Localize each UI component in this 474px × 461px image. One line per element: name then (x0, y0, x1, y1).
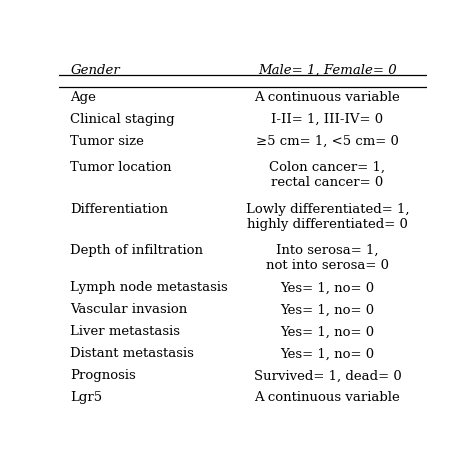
Text: Lgr5: Lgr5 (70, 391, 102, 404)
Text: Clinical staging: Clinical staging (70, 113, 175, 126)
Text: Distant metastasis: Distant metastasis (70, 348, 194, 361)
Text: Yes= 1, no= 0: Yes= 1, no= 0 (280, 325, 374, 338)
Text: Yes= 1, no= 0: Yes= 1, no= 0 (280, 348, 374, 361)
Text: Age: Age (70, 91, 96, 104)
Text: Prognosis: Prognosis (70, 369, 136, 383)
Text: Into serosa= 1,
not into serosa= 0: Into serosa= 1, not into serosa= 0 (266, 244, 389, 272)
Text: A continuous variable: A continuous variable (255, 391, 400, 404)
Text: Yes= 1, no= 0: Yes= 1, no= 0 (280, 281, 374, 295)
Text: Vascular invasion: Vascular invasion (70, 303, 188, 316)
Text: Survived= 1, dead= 0: Survived= 1, dead= 0 (254, 369, 401, 383)
Text: Liver metastasis: Liver metastasis (70, 325, 180, 338)
Text: Yes= 1, no= 0: Yes= 1, no= 0 (280, 303, 374, 316)
Text: ≥5 cm= 1, <5 cm= 0: ≥5 cm= 1, <5 cm= 0 (256, 135, 399, 148)
Text: I-II= 1, III-IV= 0: I-II= 1, III-IV= 0 (271, 113, 383, 126)
Text: Differentiation: Differentiation (70, 203, 168, 216)
Text: Lymph node metastasis: Lymph node metastasis (70, 281, 228, 295)
Text: Depth of infiltration: Depth of infiltration (70, 244, 203, 257)
Text: Gender: Gender (70, 64, 120, 77)
Text: Tumor size: Tumor size (70, 135, 144, 148)
Text: Colon cancer= 1,
rectal cancer= 0: Colon cancer= 1, rectal cancer= 0 (269, 161, 385, 189)
Text: A continuous variable: A continuous variable (255, 91, 400, 104)
Text: Male= 1, Female= 0: Male= 1, Female= 0 (258, 64, 397, 77)
Text: Lowly differentiated= 1,
highly differentiated= 0: Lowly differentiated= 1, highly differen… (246, 203, 409, 230)
Text: Tumor location: Tumor location (70, 161, 172, 174)
